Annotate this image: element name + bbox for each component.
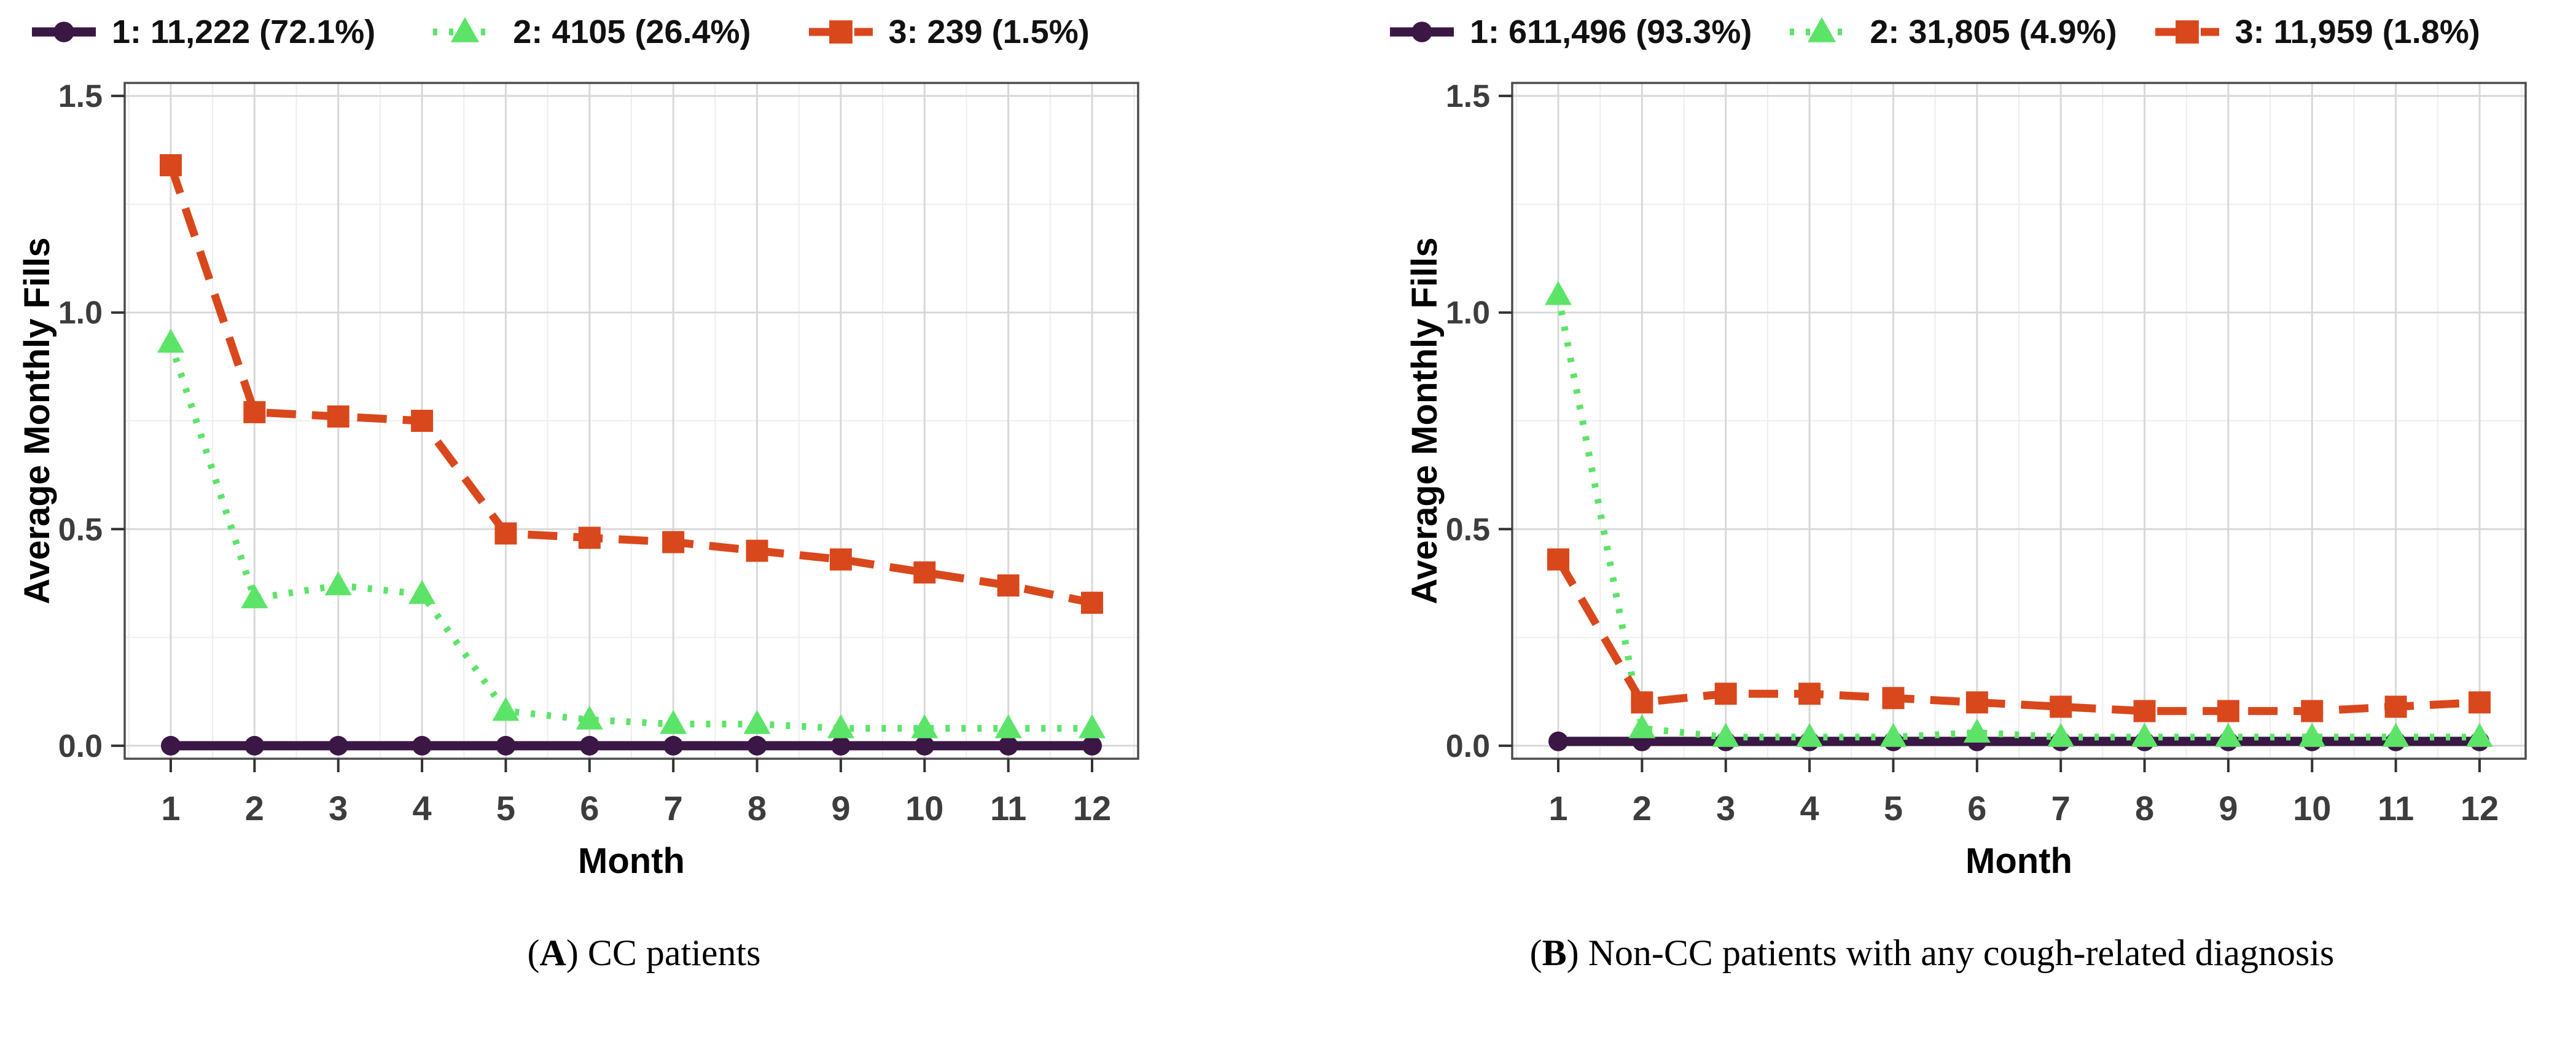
legend-label: 1: 611,496 (93.3%): [1470, 14, 1752, 50]
grid-minor: [1512, 83, 2526, 759]
x-tick-label: 12: [2461, 789, 2499, 828]
grid-minor: [125, 83, 1138, 759]
legend-panel-b: 1: 611,496 (93.3%) 2: 31,805 (4.9%) 3: 11,…: [1386, 2, 2480, 61]
legend-panel-a: 1: 11,222 (72.1%) 2: 4105 (26.4%) 3: 239 (…: [28, 2, 1090, 61]
series-3-line: [1555, 557, 2480, 715]
caption-b-open: (: [1529, 933, 1542, 973]
x-tick-label: 3: [1716, 789, 1735, 828]
series-1: [161, 735, 1102, 756]
series-3-line: [166, 163, 1093, 607]
x-tick-label: 7: [2051, 789, 2071, 828]
y-tick-label: 0.5: [58, 512, 103, 547]
caption-b-text: ) Non-CC patients with any cough-related…: [1566, 933, 2335, 973]
tick-labels: 0.00.51.01.51 2 3 4 5 6 7 8 9 10 11 12: [1446, 79, 2499, 828]
x-tick-label: 11: [2378, 789, 2414, 828]
caption-panel-b: (B) Non-CC patients with any cough-relat…: [1288, 932, 2576, 974]
axis-ticks: [111, 95, 1093, 772]
x-axis-title: Month: [578, 841, 685, 881]
grid-major: [1512, 83, 2526, 759]
x-tick-label: 6: [580, 789, 599, 828]
series-3: [160, 154, 1103, 614]
legend-label: 3: 11,959 (1.8%): [2234, 14, 2480, 50]
y-axis-title: Average Monthly Fills: [17, 237, 57, 604]
y-tick-label: 0.0: [58, 729, 103, 764]
caption-a-text: ) CC patients: [566, 933, 761, 973]
line-chart-a: 0.00.51.01.51 2 3 4 5 6 7 8 9 10 11 12MonthAverage …: [17, 79, 1139, 881]
caption-panel-a: (A) CC patients: [0, 932, 1288, 974]
tick-labels: 0.00.51.01.51 2 3 4 5 6 7 8 9 10 11 12: [58, 79, 1111, 828]
legend-circle-marker-icon: [1390, 22, 1454, 42]
x-tick-label: 1: [1548, 789, 1567, 828]
x-tick-label: 9: [2219, 789, 2238, 828]
x-tick-label: 2: [1633, 789, 1652, 828]
x-tick-label: 10: [2293, 789, 2331, 828]
y-tick-label: 1.0: [58, 295, 103, 331]
x-tick-label: 5: [496, 789, 515, 828]
legend-item-trajectory-3: 3: 11,959 (1.8%): [2152, 10, 2480, 54]
legend-square-marker-icon: [2155, 20, 2219, 44]
y-tick-label: 1.5: [1446, 79, 1490, 114]
legend-item-trajectory-2: 2: 31,805 (4.9%): [1786, 10, 2117, 54]
legend-triangle-marker-icon: [1790, 17, 1854, 42]
series-2-markers: [1545, 281, 2493, 747]
x-tick-label: 6: [1967, 789, 1986, 828]
x-tick-label: 3: [329, 789, 348, 828]
y-tick-label: 1.5: [58, 79, 103, 114]
x-tick-label: 5: [1884, 789, 1903, 828]
legend-label: 3: 239 (1.5%): [888, 14, 1090, 50]
x-tick-label: 7: [664, 789, 683, 828]
line-chart-b: 0.00.51.01.51 2 3 4 5 6 7 8 9 10 11 12MonthAverage …: [1405, 79, 2527, 881]
caption-b-letter: B: [1542, 933, 1567, 973]
y-tick-label: 0.0: [1446, 729, 1490, 764]
y-tick-label: 0.5: [1446, 512, 1490, 547]
y-tick-label: 1.0: [1446, 295, 1490, 331]
legend-item-trajectory-1: 1: 11,222 (72.1%): [28, 10, 375, 54]
x-tick-label: 9: [831, 789, 850, 828]
x-tick-label: 1: [161, 789, 180, 828]
x-tick-label: 12: [1073, 789, 1111, 828]
caption-a-letter: A: [539, 933, 566, 973]
x-tick-label: 11: [990, 789, 1026, 828]
y-axis-title: Average Monthly Fills: [1405, 237, 1445, 604]
legend-item-trajectory-1: 1: 611,496 (93.3%): [1386, 10, 1752, 54]
x-tick-label: 10: [905, 789, 943, 828]
panel-b: 1: 611,496 (93.3%) 2: 31,805 (4.9%) 3: 11,…: [1288, 0, 2576, 1045]
series-2-markers: [157, 329, 1106, 738]
x-tick-label: 4: [1800, 789, 1819, 828]
series-3-markers: [160, 154, 1103, 614]
x-axis-title: Month: [1965, 841, 2072, 881]
series-2-line: [1555, 294, 2480, 741]
legend-item-trajectory-2: 2: 4105 (26.4%): [429, 10, 751, 54]
legend-triangle-marker-icon: [433, 17, 498, 42]
chart-wrap-a: 0.0 0.5 1.0 1.5 1 2 3 4 5 6 7 8 9 10 11 12 Month Average …: [17, 61, 1160, 900]
series-3: [1547, 548, 2491, 722]
legend-label: 2: 4105 (26.4%): [513, 14, 751, 50]
caption-a-open: (: [527, 933, 540, 973]
axis-ticks: [1499, 95, 2481, 772]
series-3-markers: [1547, 548, 2491, 722]
legend-label: 1: 11,222 (72.1%): [112, 14, 376, 50]
chart-wrap-b: 0.0 0.5 1.0 1.5 1 2 3 4 5 6 7 8 9 10 11 12 Month Average …: [1405, 61, 2547, 900]
series-1-markers: [161, 735, 1102, 756]
x-tick-label: 2: [245, 789, 264, 828]
panel-a: 1: 11,222 (72.1%) 2: 4105 (26.4%) 3: 239 (…: [0, 2, 1288, 974]
plot-border: [123, 82, 1139, 760]
legend-square-marker-icon: [808, 20, 873, 44]
series-2-line: [167, 342, 1092, 732]
legend-circle-marker-icon: [32, 22, 96, 42]
legend-item-trajectory-3: 3: 239 (1.5%): [805, 10, 1090, 54]
x-tick-label: 4: [413, 789, 432, 828]
x-tick-label: 8: [2135, 789, 2154, 828]
series-2: [1545, 281, 2493, 747]
x-tick-label: 8: [747, 789, 767, 828]
legend-label: 2: 31,805 (4.9%): [1870, 14, 2117, 50]
series-2: [157, 329, 1106, 738]
plot-border: [1511, 82, 2527, 760]
